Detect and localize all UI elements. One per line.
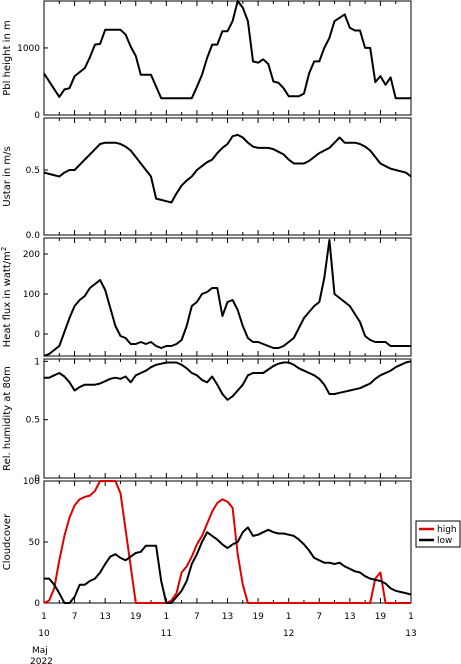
x-tick-label: 13 [344, 612, 355, 622]
x-tick-label: 1 [408, 612, 414, 622]
x-tick-label: 1 [163, 612, 169, 622]
panel-frame [43, 117, 412, 236]
y-tick-label: 0.5 [26, 416, 40, 426]
y-axis-title-superscript: 2 [0, 247, 8, 251]
y-axis-title: Pbl height in m [2, 20, 13, 95]
panel-4: 0 0.5 1 Rel. humidity at 80m [2, 357, 412, 484]
panel-2: 0.0 0.5 Ustar in m/s [2, 117, 412, 241]
series-line [44, 360, 412, 401]
x-tick-label: 1 [286, 612, 292, 622]
y-tick-label: 100 [23, 477, 40, 487]
panel-5: 0 50 100 Cloudcover 1 7 13 19 1 7 13 19 1 7 13 19 1 10 11 1… [2, 477, 461, 664]
y-tick-label: 50 [29, 538, 41, 548]
x-tick-label: 19 [252, 612, 264, 622]
y-tick-label: 0 [34, 474, 40, 484]
x-tick-label: 7 [72, 612, 78, 622]
year-label: 2022 [30, 657, 53, 664]
y-axis-title: Rel. humidity at 80m [2, 366, 13, 471]
x-tick-label: 19 [130, 612, 142, 622]
legend-label-low: low [437, 536, 452, 546]
y-tick-label: 0.5 [26, 166, 40, 176]
legend-label-high: high [437, 525, 457, 535]
series-line [43, 133, 412, 204]
x-tick-label: 13 [222, 612, 233, 622]
panel-frame [43, 0, 412, 116]
date-label: 13 [405, 629, 416, 639]
panel-frame [43, 358, 412, 479]
y-tick-label: 1000 [17, 44, 40, 54]
month-label: Maj [32, 646, 48, 656]
panel-1: 0 1000 Pbl height in m [2, 0, 412, 121]
legend-box [415, 520, 461, 548]
panel-frame [43, 237, 412, 357]
y-axis-title: Heat flux in watt/m2 [0, 247, 13, 348]
y-tick-label: 100 [23, 290, 40, 300]
series-line [43, 0, 411, 100]
y-axis-title: Ustar in m/s [2, 146, 13, 206]
date-label: 10 [38, 629, 50, 639]
y-tick-label: 1 [34, 357, 40, 367]
y-tick-label: 0.0 [26, 231, 41, 241]
y-tick-label: 0 [34, 599, 40, 609]
y-tick-label: 200 [23, 250, 40, 260]
panel-3: 0 100 200 Heat flux in watt/m2 [0, 237, 412, 357]
date-label: 11 [161, 629, 172, 639]
x-tick-label: 7 [316, 612, 322, 622]
x-tick-label: 7 [194, 612, 200, 622]
y-tick-label: 0 [34, 111, 40, 121]
x-tick-label: 13 [99, 612, 110, 622]
y-tick-label: 0 [34, 330, 40, 340]
date-label: 12 [283, 629, 294, 639]
y-axis-title: Cloudcover [2, 513, 13, 570]
x-tick-label: 1 [41, 612, 47, 622]
x-tick-label: 19 [375, 612, 387, 622]
series-line-high [43, 480, 411, 604]
series-line [43, 239, 411, 357]
series-line-low [44, 526, 412, 604]
panel-frame [43, 480, 412, 604]
